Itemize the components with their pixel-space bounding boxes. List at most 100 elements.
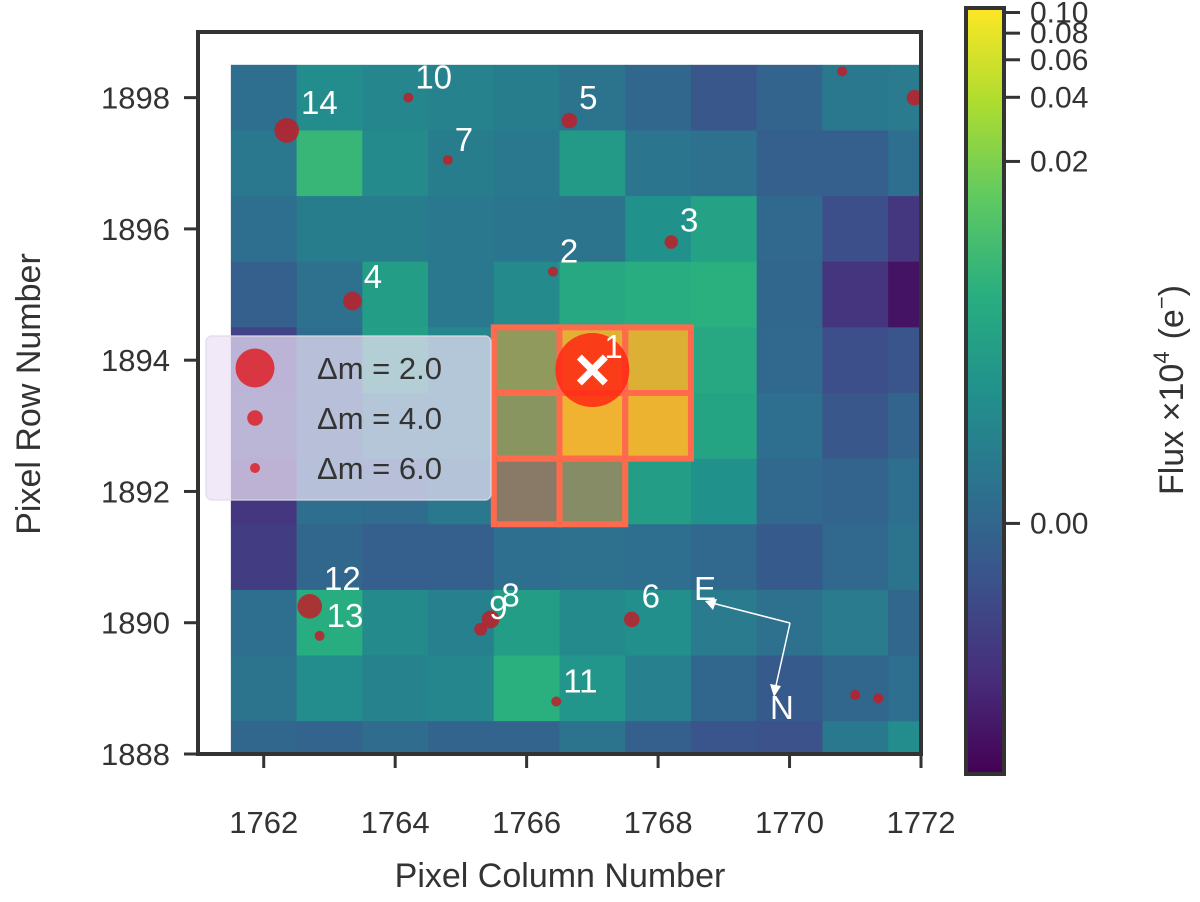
star-label: 13 <box>327 597 364 634</box>
heatmap-pixel <box>756 130 824 197</box>
heatmap-pixel <box>493 458 561 525</box>
star-label: 8 <box>501 577 519 614</box>
compass-east-label: E <box>694 570 716 607</box>
heatmap-pixel <box>822 393 889 460</box>
star-marker <box>837 66 848 77</box>
y-tick-label: 1890 <box>101 606 170 641</box>
heatmap-pixel <box>493 64 561 132</box>
heatmap-pixel <box>296 524 363 591</box>
heatmap-pixel <box>493 655 561 722</box>
heatmap-pixel <box>822 64 889 132</box>
y-axis-label: Pixel Row Number <box>10 253 48 535</box>
x-tick-label: 1766 <box>492 805 561 840</box>
target-marker: 1 <box>555 328 630 408</box>
compass-east-arrowhead <box>705 599 717 610</box>
star-marker <box>624 611 640 628</box>
heatmap-pixel <box>230 589 298 657</box>
heatmap-pixel <box>559 524 626 591</box>
legend-marker <box>247 410 263 426</box>
heatmap-pixel <box>822 327 889 394</box>
compass-north-arrowhead <box>770 684 781 697</box>
heatmap-pixel <box>493 196 561 263</box>
heatmap-pixel <box>230 655 298 722</box>
heatmap-pixel <box>362 721 429 754</box>
star-label: 7 <box>455 121 473 158</box>
heatmap-pixel <box>625 261 692 328</box>
heatmap-pixel <box>756 64 824 132</box>
heatmap-pixel <box>888 655 921 722</box>
legend-marker <box>250 463 260 473</box>
star-marker <box>873 693 884 704</box>
aperture-pixel <box>490 324 563 397</box>
plot-frame <box>196 30 923 756</box>
star-label: 3 <box>680 201 698 238</box>
heatmap-pixel <box>296 130 363 197</box>
y-tick-label: 1896 <box>101 212 170 247</box>
heatmap-pixel <box>625 524 692 591</box>
star-label: 6 <box>642 578 660 615</box>
heatmap-pixel <box>888 589 921 657</box>
heatmap-pixel <box>362 524 429 591</box>
heatmap-pixel <box>756 261 824 328</box>
heatmap-pixel <box>625 327 692 394</box>
colorbar-tick-label: 0.08 <box>1030 17 1088 50</box>
legend: Δm = 2.0 Δm = 4.0 Δm = 6.0 <box>205 335 492 501</box>
colorbar-tick-label: 0.06 <box>1030 44 1088 77</box>
star-label: 2 <box>560 233 578 270</box>
star-marker <box>403 92 414 103</box>
legend-box <box>205 335 492 501</box>
heatmap-pixel <box>428 655 495 722</box>
y-axis: 1888 1890 1892 1894 1896 1898 <box>101 81 198 772</box>
y-tick-label: 1894 <box>101 343 170 378</box>
target-label: 1 <box>604 328 622 365</box>
x-axis: 1762 1764 1766 1768 1770 1772 <box>229 754 955 840</box>
heatmap-pixel <box>559 721 626 754</box>
heatmap-pixel <box>296 196 363 263</box>
heatmap-pixel <box>690 589 758 657</box>
heatmap-pixel <box>888 458 921 525</box>
heatmap-pixel <box>428 130 495 197</box>
colorbar-ticks: 0.00 0.02 0.04 0.060.080.10 <box>1004 0 1088 540</box>
star-label: 10 <box>415 59 452 96</box>
heatmap-pixel <box>690 655 758 722</box>
x-tick-label: 1764 <box>361 805 430 840</box>
heatmap-pixel <box>559 130 626 197</box>
heatmap-pixel <box>625 64 692 132</box>
heatmap-pixel <box>559 196 626 263</box>
heatmap-pixel <box>690 721 758 754</box>
heatmap-pixel <box>625 458 692 525</box>
colorbar-tick-label: 0.04 <box>1030 81 1088 114</box>
heatmap-pixel <box>756 393 824 460</box>
heatmap-pixel <box>230 721 298 754</box>
aperture-pixel <box>556 455 629 528</box>
heatmap-pixel <box>822 721 889 754</box>
heatmap-pixel <box>428 721 495 754</box>
heatmap-pixel <box>559 589 626 657</box>
heatmap-pixel <box>559 458 626 525</box>
heatmap-pixel <box>362 196 429 263</box>
heatmap-pixel <box>428 64 495 132</box>
heatmap-pixel <box>822 130 889 197</box>
heatmap-pixel <box>493 589 561 657</box>
heatmap-pixel <box>822 589 889 657</box>
y-tick-label: 1898 <box>101 81 170 116</box>
heatmap-pixel <box>888 524 921 591</box>
heatmap-pixel <box>756 196 824 263</box>
target-cross-icon <box>576 354 608 386</box>
heatmap-pixel <box>822 196 889 263</box>
heatmap-pixel <box>690 261 758 328</box>
heatmap-pixel <box>559 261 626 328</box>
heatmap-pixel <box>493 130 561 197</box>
heatmap-pixel <box>362 64 429 132</box>
y-tick-label: 1892 <box>101 474 170 509</box>
heatmap-pixel <box>296 655 363 722</box>
heatmap-pixel <box>362 261 429 328</box>
gaia-stars <box>274 66 921 707</box>
star-marker <box>906 89 921 106</box>
heatmap-pixel <box>888 196 921 263</box>
heatmap-pixel <box>756 524 824 591</box>
heatmap-pixel <box>625 393 692 460</box>
legend-label: Δm = 4.0 <box>317 401 442 436</box>
heatmap-pixel <box>362 655 429 722</box>
heatmap-pixel <box>493 327 561 394</box>
